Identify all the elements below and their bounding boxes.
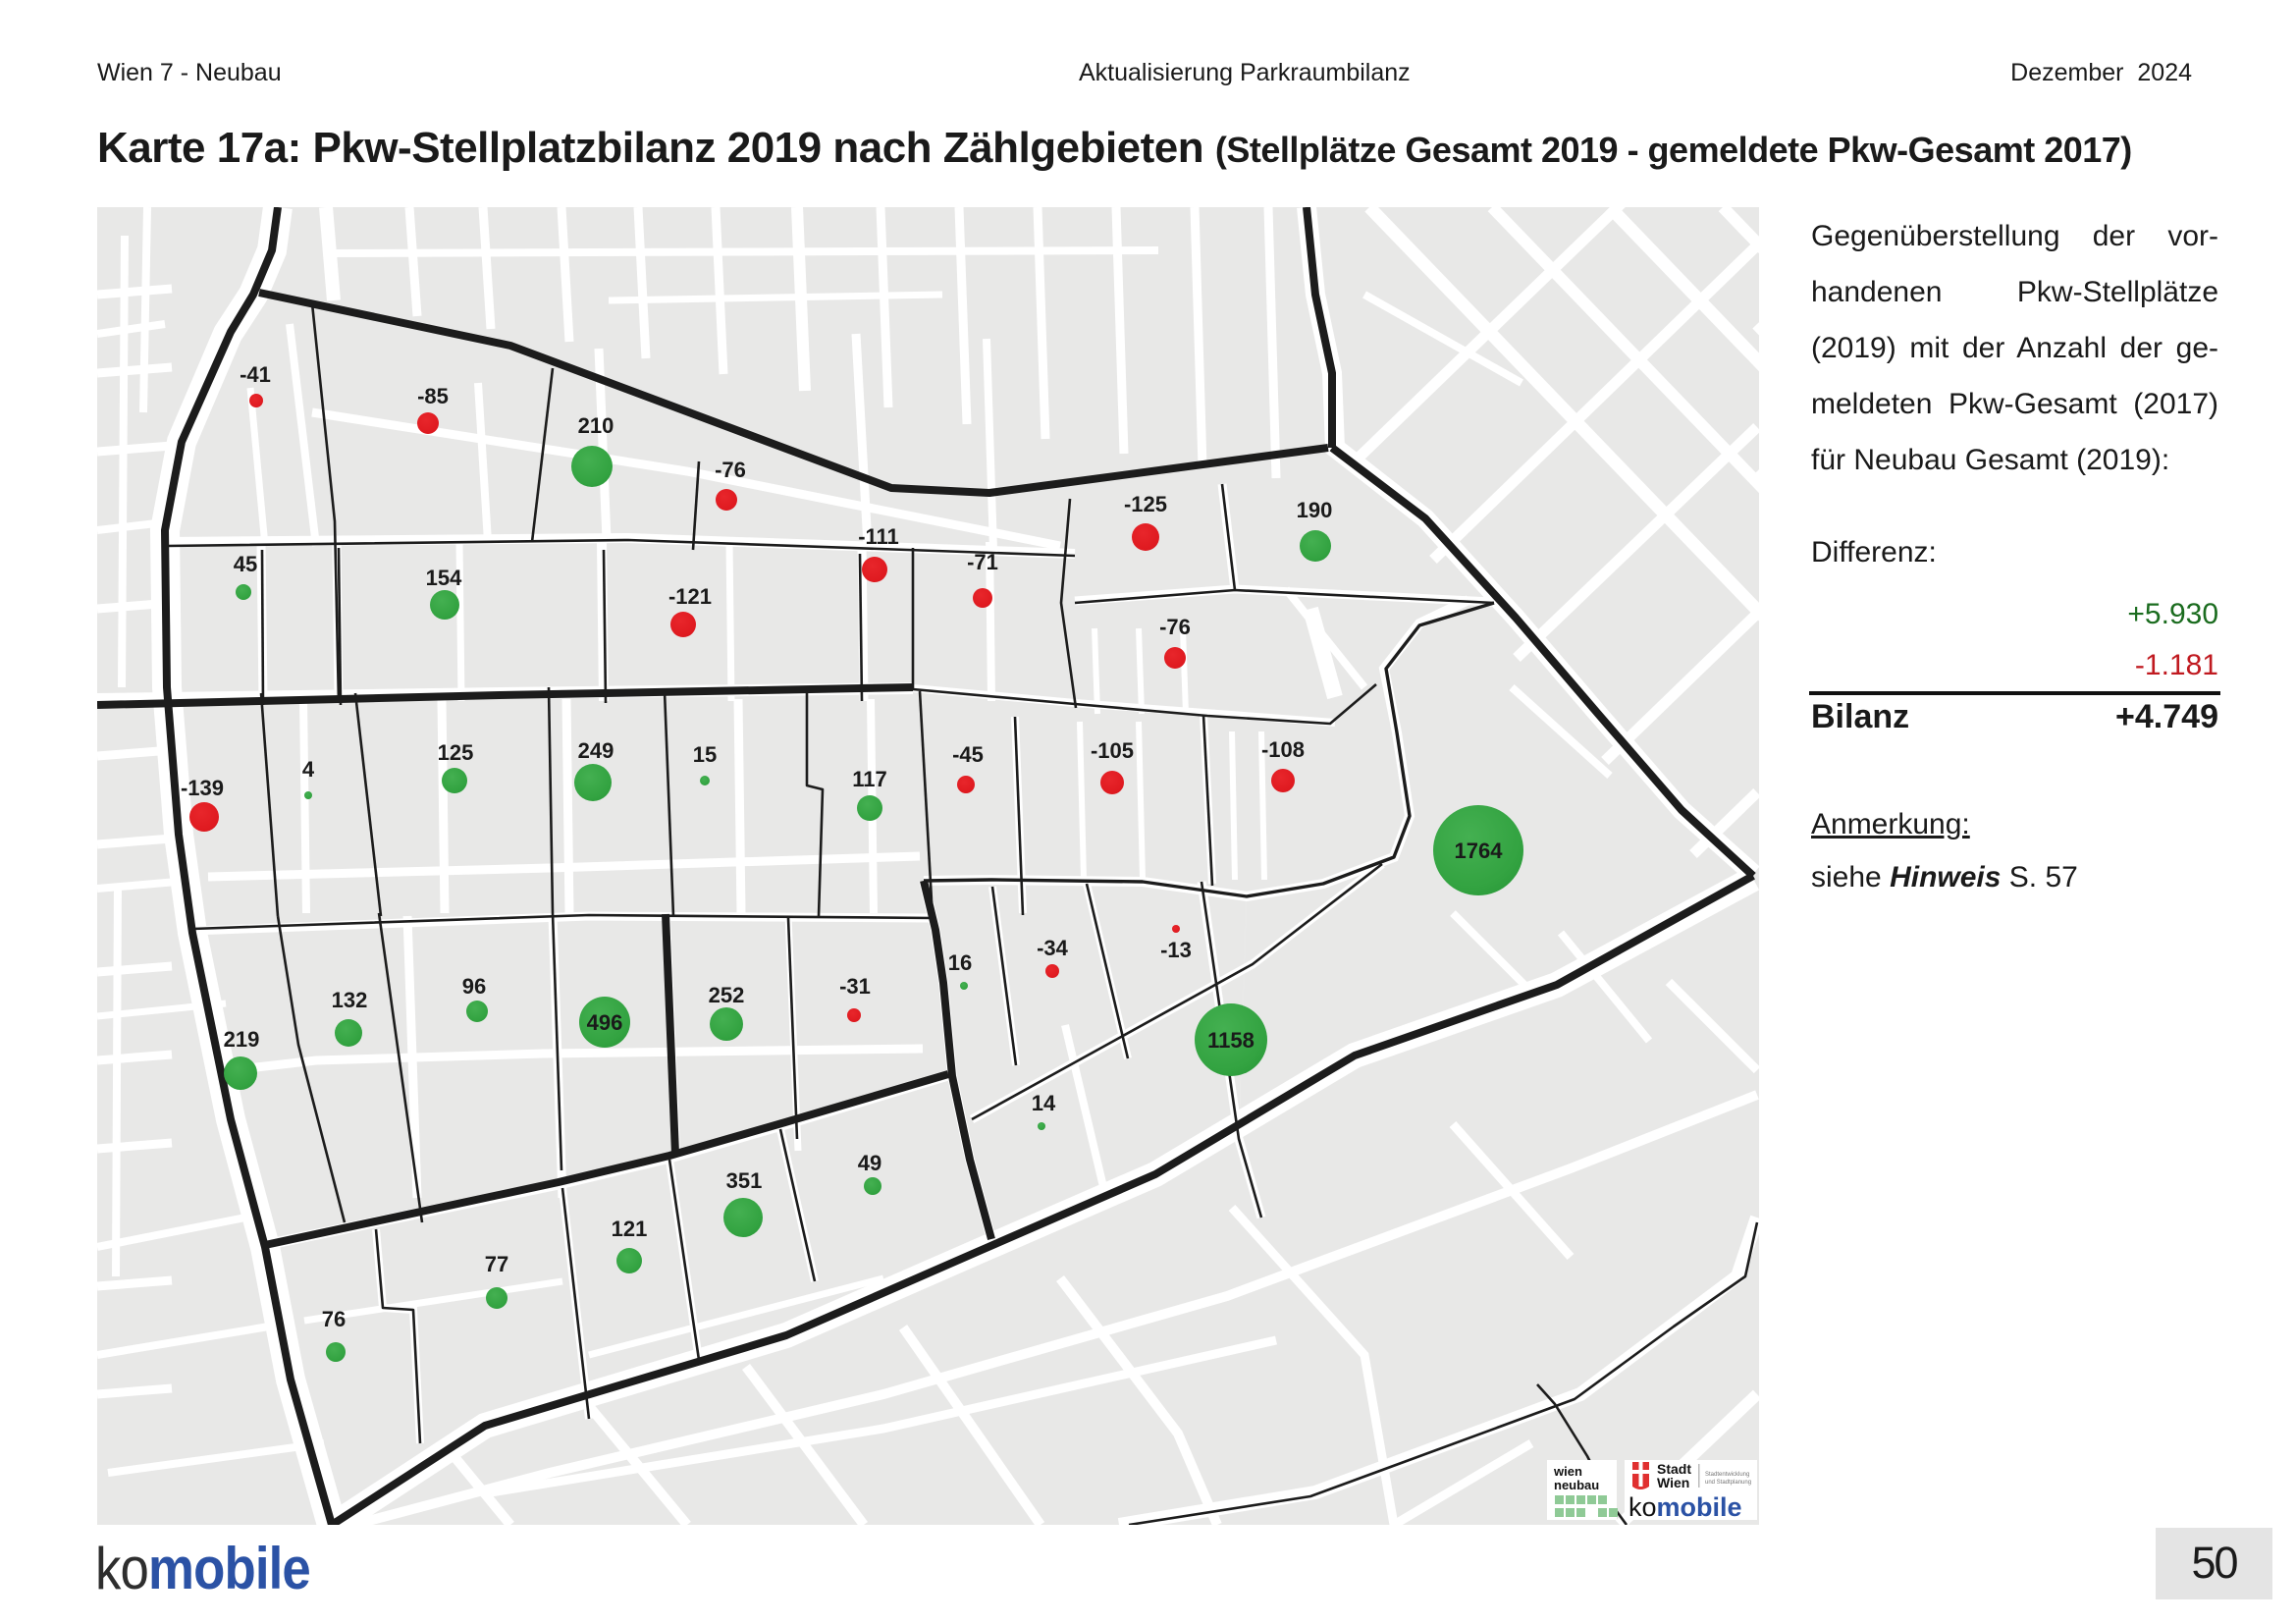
svg-text:14: 14 [1032, 1091, 1056, 1115]
svg-text:und Stadtplanung: und Stadtplanung [1705, 1480, 1751, 1486]
svg-text:1764: 1764 [1455, 839, 1504, 863]
svg-text:96: 96 [462, 974, 486, 999]
svg-text:132: 132 [332, 988, 368, 1012]
svg-text:Stadtentwicklung: Stadtentwicklung [1705, 1472, 1749, 1478]
svg-text:-108: -108 [1261, 737, 1305, 762]
svg-text:-111: -111 [858, 524, 899, 549]
svg-text:496: 496 [587, 1010, 623, 1035]
svg-text:154: 154 [426, 566, 462, 590]
svg-text:15: 15 [693, 742, 717, 767]
svg-text:4: 4 [302, 757, 315, 782]
svg-text:-76: -76 [1159, 615, 1191, 639]
svg-text:-34: -34 [1037, 936, 1069, 960]
svg-text:neubau: neubau [1554, 1478, 1599, 1492]
svg-text:-31: -31 [839, 974, 871, 999]
svg-text:-71: -71 [967, 550, 998, 574]
svg-text:komobile: komobile [1629, 1492, 1742, 1522]
svg-text:Wien: Wien [1657, 1475, 1689, 1490]
svg-text:-76: -76 [715, 458, 746, 482]
svg-text:16: 16 [948, 950, 972, 975]
svg-text:77: 77 [485, 1252, 508, 1276]
svg-text:351: 351 [726, 1168, 763, 1193]
svg-text:Stadt: Stadt [1657, 1461, 1691, 1477]
svg-text:210: 210 [578, 413, 614, 438]
svg-text:-139: -139 [181, 776, 224, 800]
svg-text:-105: -105 [1091, 738, 1134, 763]
svg-text:-125: -125 [1124, 492, 1167, 516]
svg-text:-121: -121 [668, 584, 712, 609]
svg-text:190: 190 [1297, 498, 1333, 522]
svg-text:wien: wien [1553, 1464, 1582, 1479]
svg-text:249: 249 [578, 738, 614, 763]
svg-text:45: 45 [234, 552, 257, 576]
svg-text:-85: -85 [417, 384, 449, 408]
svg-text:125: 125 [438, 740, 474, 765]
svg-text:252: 252 [709, 983, 745, 1007]
svg-text:117: 117 [852, 767, 887, 791]
svg-text:-41: -41 [240, 362, 271, 387]
svg-text:1158: 1158 [1207, 1028, 1255, 1053]
svg-text:219: 219 [224, 1027, 260, 1052]
svg-text:-13: -13 [1160, 938, 1192, 962]
svg-text:49: 49 [858, 1151, 881, 1175]
svg-text:76: 76 [322, 1307, 346, 1331]
svg-text:121: 121 [612, 1217, 648, 1241]
svg-text:-45: -45 [952, 742, 984, 767]
